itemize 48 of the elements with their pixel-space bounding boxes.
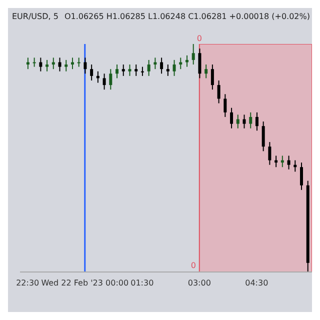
candlestick	[268, 142, 272, 166]
x-tick-label: 04:30	[245, 278, 268, 288]
candlestick	[32, 57, 36, 68]
candlestick	[198, 48, 202, 79]
candlestick	[217, 80, 220, 104]
candlestick	[179, 57, 182, 70]
candlestick	[204, 64, 208, 79]
candlestick	[58, 57, 62, 72]
x-tick-label: 03:00	[188, 278, 211, 288]
candlestick	[255, 112, 258, 132]
candlestick	[224, 94, 227, 118]
candlestick	[122, 64, 125, 76]
x-tick-label: 01:30	[130, 278, 154, 288]
band-label: 0	[196, 34, 202, 43]
candlestick	[236, 114, 240, 129]
chart-subtitle: O1.06265 H1.06285 L1.06248 C1.06281 +0.00018 (+0.02%)	[64, 12, 310, 21]
candlestick	[116, 64, 119, 79]
candlestick	[242, 114, 246, 129]
candlestick	[210, 64, 214, 90]
candlestick	[128, 64, 132, 76]
candlestick	[249, 112, 252, 129]
candlestick	[192, 44, 195, 66]
candlestick	[147, 59, 150, 76]
candlestick	[90, 64, 94, 81]
candlestick	[300, 162, 304, 190]
candlestick	[262, 121, 265, 152]
candlestick	[84, 57, 87, 74]
chart-title: EUR/USD, 5	[12, 12, 58, 21]
candlestick	[26, 57, 30, 70]
candlestick	[287, 155, 290, 170]
candlestick	[140, 66, 144, 76]
candlestick	[52, 57, 55, 70]
candlestick	[166, 64, 170, 76]
candlestick	[39, 57, 42, 72]
candlestick	[102, 73, 106, 90]
text: 0	[190, 261, 196, 270]
candlestick	[172, 59, 176, 76]
candlestick	[64, 59, 68, 72]
x-tick-label: Wed 22 Feb '23 00:00	[41, 278, 129, 288]
x-tick-label: 22:30	[16, 278, 40, 288]
candlestick	[77, 57, 80, 68]
candlestick	[134, 64, 138, 76]
candlestick	[109, 68, 112, 90]
candlestick	[230, 107, 234, 129]
candlestick	[154, 57, 157, 70]
candlestick	[46, 59, 49, 72]
candlestick	[160, 57, 164, 74]
candlestick	[70, 57, 74, 70]
